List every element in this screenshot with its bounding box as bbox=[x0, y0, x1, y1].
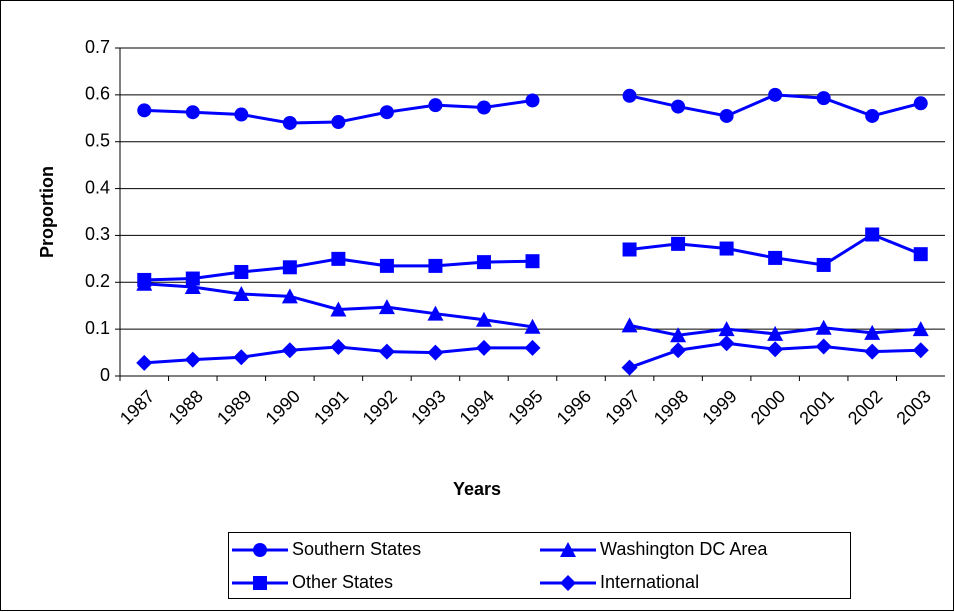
y-tick-label: 0.5 bbox=[85, 130, 110, 150]
marker bbox=[233, 349, 250, 366]
marker bbox=[815, 338, 832, 355]
marker bbox=[524, 318, 541, 334]
marker bbox=[621, 359, 638, 376]
marker bbox=[865, 108, 880, 123]
marker bbox=[670, 327, 687, 343]
marker bbox=[378, 343, 395, 360]
legend-label: Washington DC Area bbox=[600, 539, 768, 559]
marker bbox=[331, 251, 346, 266]
marker bbox=[476, 100, 491, 115]
marker bbox=[560, 542, 576, 557]
marker bbox=[912, 321, 929, 337]
marker bbox=[378, 299, 395, 315]
marker bbox=[379, 105, 394, 120]
marker bbox=[331, 115, 346, 130]
marker bbox=[864, 343, 881, 360]
marker bbox=[253, 543, 267, 557]
x-axis-title: Years bbox=[453, 479, 501, 499]
marker bbox=[864, 324, 881, 340]
marker bbox=[621, 317, 638, 333]
marker bbox=[137, 103, 152, 118]
marker bbox=[281, 288, 298, 304]
marker bbox=[670, 342, 687, 359]
marker bbox=[185, 271, 200, 286]
legend-label: Southern States bbox=[292, 539, 421, 559]
marker bbox=[671, 236, 686, 251]
marker bbox=[330, 338, 347, 355]
y-tick-label: 0.2 bbox=[85, 271, 110, 291]
marker bbox=[475, 311, 492, 327]
marker bbox=[282, 260, 297, 275]
marker bbox=[184, 351, 201, 368]
y-tick-label: 0.7 bbox=[85, 37, 110, 57]
marker bbox=[767, 325, 784, 341]
marker bbox=[815, 319, 832, 335]
marker bbox=[282, 115, 297, 130]
marker bbox=[524, 339, 541, 356]
y-tick-label: 0 bbox=[100, 365, 110, 385]
legend-label: International bbox=[600, 572, 699, 592]
marker bbox=[560, 575, 576, 591]
marker bbox=[379, 258, 394, 273]
legend-box bbox=[228, 532, 851, 599]
y-tick-label: 0.3 bbox=[85, 224, 110, 244]
marker bbox=[816, 91, 831, 106]
marker bbox=[718, 335, 735, 352]
marker bbox=[476, 255, 491, 270]
marker bbox=[185, 105, 200, 120]
marker bbox=[136, 354, 153, 371]
marker bbox=[427, 305, 444, 321]
marker bbox=[622, 88, 637, 103]
marker bbox=[912, 342, 929, 359]
marker bbox=[719, 108, 734, 123]
marker bbox=[719, 241, 734, 256]
y-tick-label: 0.4 bbox=[85, 177, 110, 197]
marker bbox=[767, 341, 784, 358]
y-axis-title: Proportion bbox=[37, 166, 57, 258]
legend-label: Other States bbox=[292, 572, 393, 592]
marker bbox=[184, 278, 201, 294]
y-tick-label: 0.6 bbox=[85, 84, 110, 104]
marker bbox=[136, 275, 153, 291]
marker bbox=[525, 254, 540, 269]
marker bbox=[234, 107, 249, 122]
marker bbox=[622, 242, 637, 257]
marker bbox=[768, 87, 783, 102]
marker bbox=[525, 93, 540, 108]
marker bbox=[281, 342, 298, 359]
marker bbox=[428, 258, 443, 273]
marker bbox=[718, 321, 735, 337]
marker bbox=[428, 98, 443, 113]
marker bbox=[768, 250, 783, 265]
marker bbox=[816, 257, 831, 272]
marker bbox=[427, 344, 444, 361]
marker bbox=[234, 264, 249, 279]
marker bbox=[253, 576, 267, 590]
marker bbox=[913, 247, 928, 262]
marker bbox=[475, 339, 492, 356]
y-tick-label: 0.1 bbox=[85, 318, 110, 338]
marker bbox=[865, 227, 880, 242]
marker bbox=[233, 286, 250, 301]
marker bbox=[330, 301, 347, 317]
marker bbox=[671, 99, 686, 114]
marker bbox=[913, 96, 928, 111]
